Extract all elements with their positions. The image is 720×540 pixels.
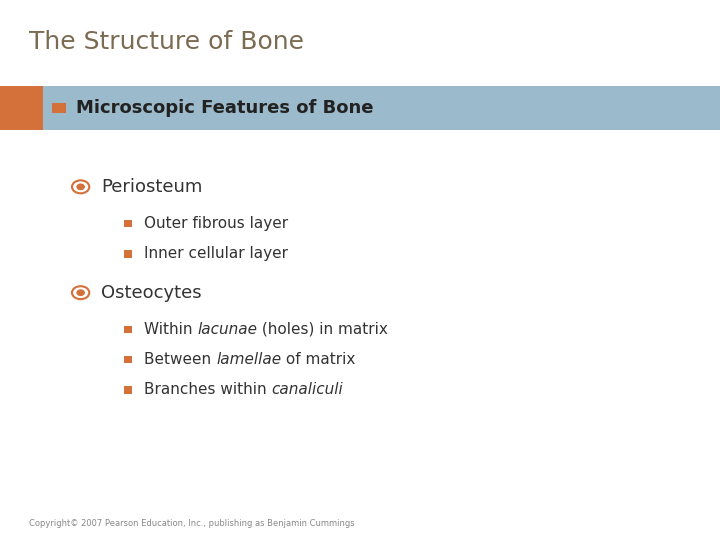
Text: Within: Within: [144, 322, 197, 337]
FancyBboxPatch shape: [0, 86, 720, 130]
FancyBboxPatch shape: [124, 386, 132, 394]
Text: Outer fibrous layer: Outer fibrous layer: [144, 216, 288, 231]
Text: Branches within: Branches within: [144, 382, 271, 397]
Text: canaliculi: canaliculi: [271, 382, 343, 397]
FancyBboxPatch shape: [124, 356, 132, 363]
FancyBboxPatch shape: [124, 250, 132, 258]
Circle shape: [77, 290, 84, 295]
Text: Inner cellular layer: Inner cellular layer: [144, 246, 288, 261]
Text: Periosteum: Periosteum: [101, 178, 202, 196]
Text: Copyright© 2007 Pearson Education, Inc., publishing as Benjamin Cummings: Copyright© 2007 Pearson Education, Inc.,…: [29, 519, 354, 528]
Text: (holes) in matrix: (holes) in matrix: [257, 322, 388, 337]
Circle shape: [77, 184, 84, 190]
Text: lacunae: lacunae: [197, 322, 257, 337]
Text: Between: Between: [144, 352, 216, 367]
Text: Osteocytes: Osteocytes: [101, 284, 202, 302]
FancyBboxPatch shape: [124, 220, 132, 227]
Text: The Structure of Bone: The Structure of Bone: [29, 30, 304, 53]
Text: Microscopic Features of Bone: Microscopic Features of Bone: [76, 99, 373, 117]
FancyBboxPatch shape: [0, 86, 43, 130]
Text: lamellae: lamellae: [216, 352, 281, 367]
Text: of matrix: of matrix: [281, 352, 356, 367]
FancyBboxPatch shape: [124, 326, 132, 333]
FancyBboxPatch shape: [52, 103, 66, 113]
